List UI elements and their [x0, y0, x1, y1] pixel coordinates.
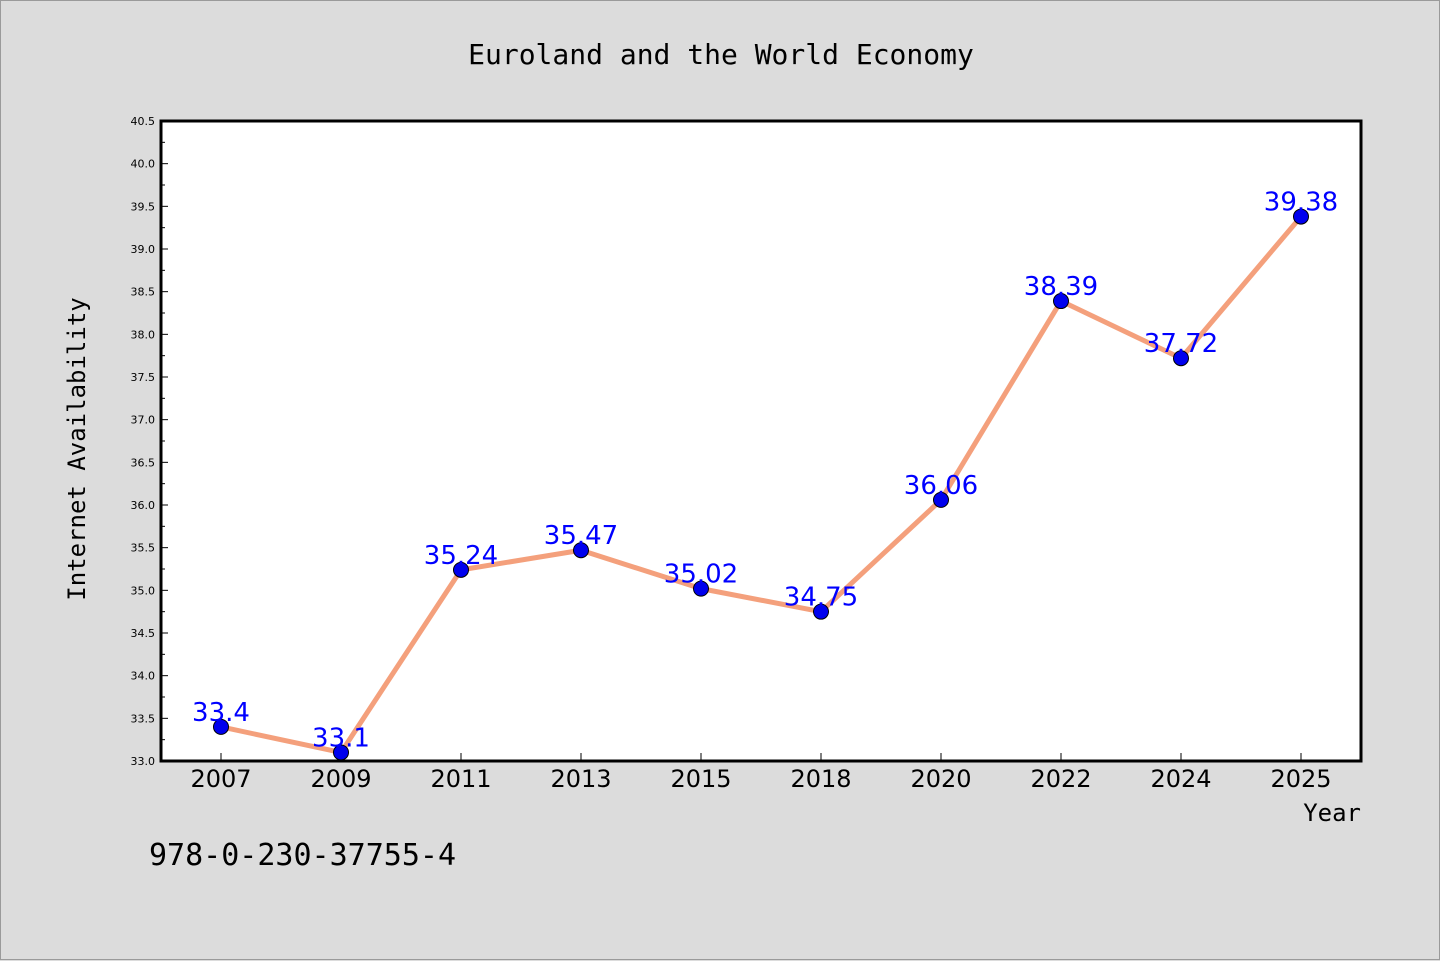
- markers-group: [213, 208, 1309, 761]
- plot-area: [159, 119, 1363, 763]
- data-point: [213, 718, 229, 735]
- x-tick-label: 2018: [790, 765, 851, 793]
- y-tick-label: 33.0: [131, 755, 156, 768]
- x-tick-label: 2022: [1030, 765, 1091, 793]
- y-axis-label: Internet Availability: [63, 297, 91, 600]
- data-point: [693, 580, 709, 597]
- isbn-text: 978-0-230-37755-4: [149, 838, 456, 873]
- x-tick-label: 2024: [1150, 765, 1211, 793]
- data-label: 36.06: [904, 471, 978, 501]
- data-point: [453, 561, 469, 578]
- data-labels-group: 33.4 33.1 35.24 35.47 35.02 34.75 36.06 38.39 37…: [192, 188, 1338, 754]
- x-tick-label: 2020: [910, 765, 971, 793]
- y-tick-label: 39.5: [131, 200, 156, 213]
- y-tick-label: 36.0: [131, 499, 156, 512]
- data-label: 35.24: [424, 541, 498, 571]
- y-tick-label: 40.5: [131, 115, 156, 128]
- data-label: 35.47: [544, 521, 618, 551]
- y-tick-label: 37.5: [131, 371, 156, 384]
- x-tick-label: 2007: [190, 765, 251, 793]
- x-tick-label: 2015: [670, 765, 731, 793]
- series-line-group: [218, 214, 1304, 755]
- data-point: [573, 542, 589, 559]
- x-tick-label: 2025: [1270, 765, 1331, 793]
- data-point: [1293, 208, 1309, 225]
- y-tick-label: 34.5: [131, 627, 156, 640]
- x-axis-label: Year: [1303, 799, 1361, 827]
- y-tick-label: 33.5: [131, 712, 156, 725]
- y-tick-label: 39.0: [131, 243, 156, 256]
- y-axis: 33.0 33.5 34.0 34.5 35.0 35.5 36.0 36.5 37.0 37.5…: [131, 115, 168, 768]
- data-point: [1053, 293, 1069, 310]
- chart-title: Euroland and the World Economy: [468, 38, 974, 71]
- data-label: 37.72: [1144, 329, 1218, 359]
- data-label: 35.02: [664, 560, 738, 590]
- y-tick-label: 40.0: [131, 158, 156, 171]
- series-line: [218, 214, 1304, 755]
- data-label: 39.38: [1264, 188, 1338, 218]
- y-tick-label: 34.0: [131, 670, 156, 683]
- y-tick-label: 37.0: [131, 414, 156, 427]
- y-tick-label: 38.0: [131, 328, 156, 341]
- data-point: [933, 491, 949, 508]
- y-tick-label: 35.5: [131, 542, 156, 555]
- y-tick-label: 36.5: [131, 456, 156, 469]
- x-tick-label: 2013: [550, 765, 611, 793]
- data-label: 38.39: [1024, 272, 1098, 302]
- x-axis: 2007 2009 2011 2013 2015 2018 2020 2022 2024 2025: [190, 753, 1332, 793]
- data-label: 34.75: [784, 583, 858, 613]
- x-tick-label: 2011: [430, 765, 491, 793]
- data-point: [1173, 350, 1189, 367]
- y-tick-label: 35.0: [131, 584, 156, 597]
- data-point: [813, 603, 829, 620]
- data-label: 33.4: [192, 698, 250, 728]
- data-label: 33.1: [312, 723, 370, 753]
- x-tick-label: 2009: [310, 765, 371, 793]
- y-tick-label: 38.5: [131, 286, 156, 299]
- data-point: [333, 744, 349, 761]
